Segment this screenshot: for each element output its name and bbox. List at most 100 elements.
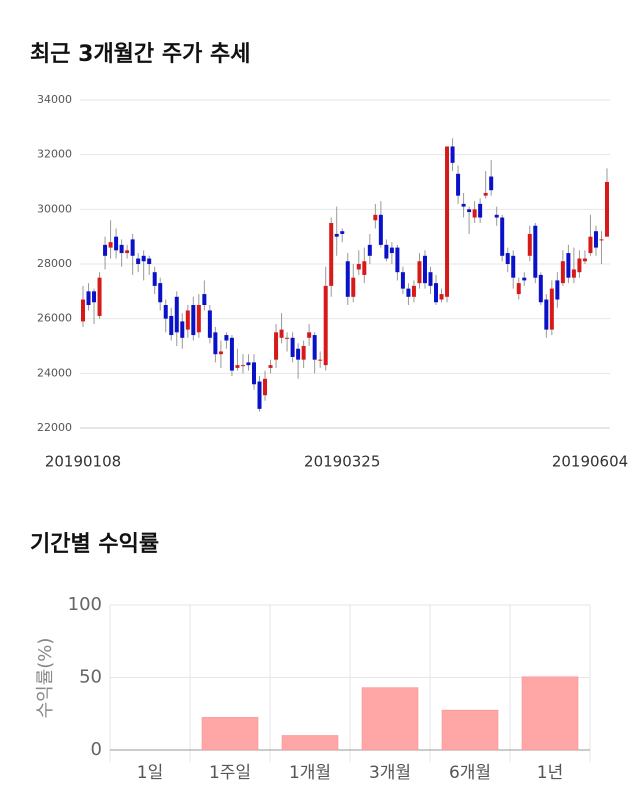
candle-body [549, 288, 554, 330]
candle-body [461, 203, 466, 207]
candle-body [251, 362, 256, 385]
candle-body [240, 365, 245, 367]
candle-body [571, 269, 576, 278]
candle-body [450, 146, 455, 163]
candle-body [566, 253, 571, 278]
candle-body [593, 231, 598, 248]
bar [441, 709, 499, 751]
y-tick-label: 34000 [37, 93, 72, 106]
x-tick-label: 20190604 [552, 453, 628, 471]
candle-body [224, 335, 229, 341]
candle-body [334, 233, 339, 237]
candle-body [605, 182, 609, 237]
candle-body [86, 291, 91, 305]
candle-body [533, 225, 538, 278]
candle-body [185, 310, 190, 330]
chart-title: 최근 3개월간 주가 추세 [30, 42, 250, 67]
bar [201, 717, 259, 751]
candle-body [422, 255, 427, 284]
candle-body [202, 294, 207, 305]
candle-body [191, 305, 196, 336]
candle-body [263, 378, 268, 396]
candle-body [130, 239, 135, 256]
candle-body [428, 272, 433, 286]
x-tick-label: 1년 [537, 763, 563, 783]
x-tick-label: 20190108 [45, 453, 121, 471]
candle-body [406, 288, 411, 297]
candle-body [456, 173, 461, 196]
candle-body [312, 335, 317, 360]
candle-body [169, 315, 174, 336]
candle-body [351, 277, 356, 297]
candle-body [218, 351, 223, 355]
candle-body [500, 217, 505, 256]
candle-body [163, 305, 168, 319]
y-tick-label: 24000 [37, 366, 72, 379]
candle-body [296, 348, 301, 360]
y-tick-label: 22000 [37, 421, 72, 434]
candle-body [152, 272, 157, 286]
candle-body [522, 277, 527, 281]
candle-body [136, 258, 141, 264]
candle-body [268, 365, 273, 368]
y-tick-label: 26000 [37, 312, 72, 325]
candle-body [345, 261, 350, 297]
candle-body [560, 261, 565, 284]
candle-body [257, 381, 262, 409]
candle-body [389, 247, 394, 254]
candle-body [400, 272, 405, 289]
candle-body [384, 244, 389, 259]
candle-body [274, 332, 279, 360]
candle-body [81, 299, 85, 322]
candle-body [505, 253, 510, 264]
chart-title: 기간별 수익률 [30, 532, 159, 557]
x-tick-label: 20190325 [304, 453, 380, 471]
candle-body [174, 296, 179, 333]
x-tick-label: 1일 [137, 763, 163, 783]
candle-body [92, 291, 97, 303]
y-tick-label: 30000 [37, 202, 72, 215]
candle-body [229, 337, 234, 371]
candle-body [147, 258, 152, 264]
candle-body [125, 250, 130, 254]
candle-body [411, 285, 416, 297]
candle-body [97, 277, 102, 316]
candle-body [213, 332, 218, 355]
y-tick-label: 50 [79, 667, 102, 688]
candle-body [527, 233, 532, 256]
candle-body [489, 176, 494, 191]
candle-body [356, 264, 361, 270]
candle-body [318, 359, 323, 361]
candle-body [538, 274, 543, 303]
candle-body [378, 214, 383, 245]
candle-body [588, 236, 593, 254]
bar [521, 676, 579, 751]
candle-body [478, 203, 483, 218]
y-tick-label: 32000 [37, 148, 72, 161]
candle-body [367, 244, 372, 256]
candle-body [301, 346, 306, 360]
candle-body [494, 214, 499, 218]
candle-body [516, 283, 521, 295]
y-axis-title: 수익률(%) [35, 638, 56, 719]
candle-body [511, 255, 516, 278]
candle-body [544, 299, 549, 330]
candle-body [235, 365, 240, 368]
candle-body [555, 280, 560, 300]
candle-body [395, 247, 400, 273]
y-tick-label: 100 [68, 594, 102, 615]
candle-body [103, 244, 108, 256]
candle-body [599, 239, 604, 241]
candle-body [290, 337, 295, 357]
bar [281, 735, 339, 751]
bar [361, 687, 419, 751]
candle-body [108, 242, 113, 248]
y-tick-label: 28000 [37, 257, 72, 270]
candle-body [207, 310, 212, 338]
candle-body [483, 192, 488, 196]
candle-body [119, 244, 124, 254]
x-tick-label: 6개월 [449, 763, 491, 783]
candle-body [279, 329, 284, 338]
